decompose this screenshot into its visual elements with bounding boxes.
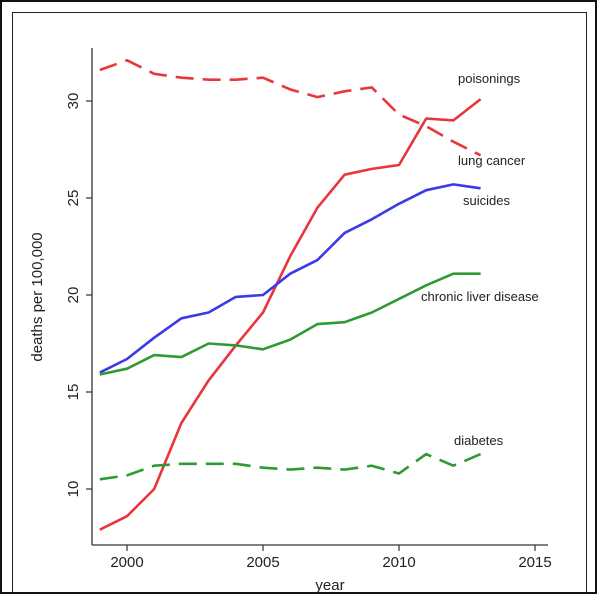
x-tick-label: 2005 <box>246 554 279 571</box>
x-tick-label: 2015 <box>518 554 551 571</box>
x-tick-label: 2000 <box>110 554 143 571</box>
y-tick-label: 20 <box>65 287 82 304</box>
series-label-diabetes: diabetes <box>454 433 504 448</box>
x-axis-label: year <box>315 577 344 594</box>
series-lines <box>99 58 482 531</box>
series-label-lung-cancer: lung cancer <box>458 153 526 168</box>
series-labels: poisonings lung cancer suicides chronic liv… <box>421 71 539 448</box>
series-label-suicides: suicides <box>463 193 510 208</box>
series-line-lung-cancer <box>99 58 482 157</box>
plot-panel <box>12 12 587 592</box>
series-line-diabetes <box>99 452 482 481</box>
y-tick-label: 30 <box>65 93 82 110</box>
series-label-chronic-liver-disease: chronic liver disease <box>421 289 539 304</box>
series-line-chronic-liver-disease <box>99 272 481 376</box>
axes: 10 15 20 25 30 2000 2005 2010 2015 <box>65 48 552 571</box>
y-tick-label: 15 <box>65 384 82 401</box>
y-axis-label: deaths per 100,000 <box>29 232 46 361</box>
x-tick-label: 2010 <box>382 554 415 571</box>
y-tick-label: 10 <box>65 481 82 498</box>
series-line-suicides <box>99 183 481 374</box>
series-label-poisonings: poisonings <box>458 71 521 86</box>
y-tick-label: 25 <box>65 190 82 207</box>
